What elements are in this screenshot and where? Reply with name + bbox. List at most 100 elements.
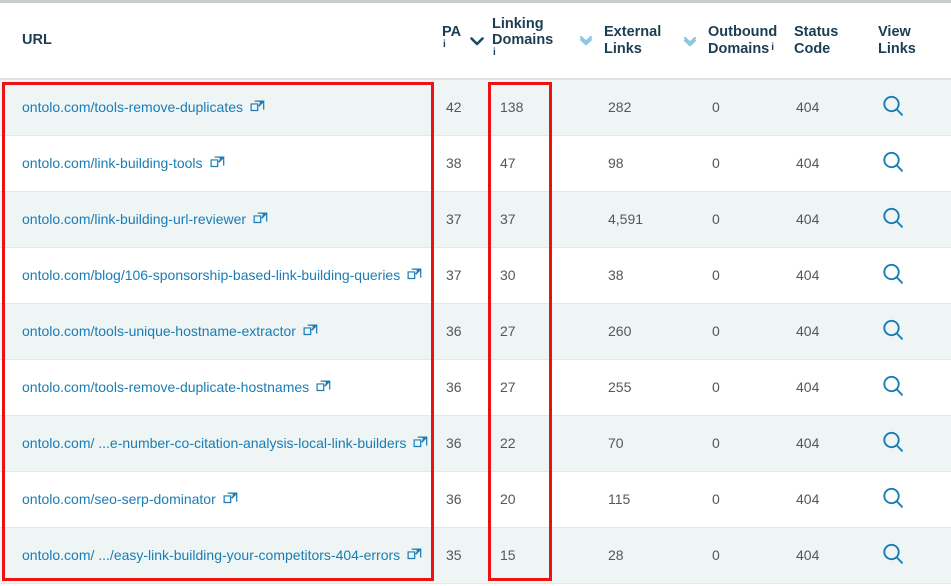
url-link[interactable]: ontolo.com/tools-remove-duplicates [22,99,243,116]
outbound-domains-value: 0 [712,155,720,171]
cell-outbound-domains: 0 [700,527,784,584]
linking-domains-value: 20 [500,491,516,507]
pa-value: 36 [446,323,462,339]
external-links-value: 70 [608,435,624,451]
search-icon[interactable] [880,149,906,175]
linking-domains-info-icon[interactable]: i [493,46,496,58]
cell-status-code: 404 [784,303,866,360]
table-row[interactable]: ontolo.com/ .../easy-link-building-your-… [0,527,951,584]
backlinks-results-table: URL PA i Linking Domai [0,3,951,584]
cell-external-links: 70 [596,415,700,472]
pa-value: 37 [446,211,462,227]
pa-value: 37 [446,267,462,283]
status-code-value: 404 [796,379,820,395]
table-row[interactable]: ontolo.com/link-building-tools 38 47 98 … [0,135,951,192]
table-row[interactable]: ontolo.com/ ...e-number-co-citation-anal… [0,415,951,472]
column-header-url-label: URL [22,32,52,49]
column-header-external-links[interactable]: External Links [596,3,700,80]
external-link-icon[interactable] [407,268,422,283]
cell-status-code: 404 [784,471,866,528]
column-header-outbound-domains-label: Outbound Domains [708,24,778,57]
cell-status-code: 404 [784,359,866,416]
external-link-icon[interactable] [407,548,422,563]
outbound-domains-value: 0 [712,435,720,451]
search-icon[interactable] [880,429,906,455]
external-links-value: 28 [608,547,624,563]
external-link-icon[interactable] [413,436,428,451]
linking-domains-value: 37 [500,211,516,227]
linking-domains-value: 22 [500,435,516,451]
sort-chevron-pa-icon[interactable] [467,31,487,51]
search-icon[interactable] [880,205,906,231]
cell-pa: 37 [434,247,488,304]
search-icon[interactable] [880,485,906,511]
search-icon[interactable] [880,541,906,567]
outbound-domains-value: 0 [712,491,720,507]
cell-pa: 38 [434,135,488,192]
cell-external-links: 38 [596,247,700,304]
cell-outbound-domains: 0 [700,359,784,416]
linking-domains-value: 138 [500,99,524,116]
table-row[interactable]: ontolo.com/link-building-url-reviewer 37… [0,191,951,248]
linking-domains-value: 27 [500,323,516,339]
url-link[interactable]: ontolo.com/ .../easy-link-building-your-… [22,547,401,563]
column-header-outbound-domains[interactable]: Outbound Domains i [700,3,784,80]
cell-view-links [866,135,951,192]
sort-chevron-external-links-icon[interactable] [680,31,700,51]
cell-url: ontolo.com/ .../easy-link-building-your-… [0,527,434,584]
url-link[interactable]: ontolo.com/seo-serp-dominator [22,491,216,507]
cell-outbound-domains: 0 [700,415,784,472]
table-row[interactable]: ontolo.com/tools-remove-duplicates 42 13… [0,79,951,136]
cell-outbound-domains: 0 [700,471,784,528]
cell-pa: 36 [434,359,488,416]
cell-external-links: 260 [596,303,700,360]
cell-pa: 36 [434,415,488,472]
pa-value: 38 [446,155,462,171]
column-header-pa[interactable]: PA i [434,3,488,80]
outbound-domains-info-icon[interactable]: i [771,41,775,53]
column-header-status-code[interactable]: Status Code [784,3,866,80]
column-header-view-links[interactable]: View Links [866,3,951,80]
cell-outbound-domains: 0 [700,303,784,360]
external-link-icon[interactable] [223,492,238,507]
cell-pa: 37 [434,191,488,248]
external-link-icon[interactable] [210,156,225,171]
external-links-value: 38 [608,267,624,283]
search-icon[interactable] [880,261,906,287]
pa-info-icon[interactable]: i [443,38,446,50]
url-link[interactable]: ontolo.com/ ...e-number-co-citation-anal… [22,435,407,451]
status-code-value: 404 [796,547,820,563]
pa-value: 35 [446,547,462,563]
url-link[interactable]: ontolo.com/tools-unique-hostname-extract… [22,323,296,339]
status-code-value: 404 [796,491,820,507]
external-link-icon[interactable] [303,324,318,339]
search-icon[interactable] [880,373,906,399]
table-row[interactable]: ontolo.com/seo-serp-dominator 36 20 115 … [0,471,951,528]
table-row[interactable]: ontolo.com/tools-remove-duplicate-hostna… [0,359,951,416]
search-icon[interactable] [880,93,906,119]
column-header-url[interactable]: URL [0,3,434,80]
cell-linking-domains: 138 [488,79,596,136]
external-link-icon[interactable] [250,100,265,115]
external-link-icon[interactable] [253,212,268,227]
cell-external-links: 4,591 [596,191,700,248]
column-header-linking-domains[interactable]: Linking Domains i [488,3,596,80]
url-link[interactable]: ontolo.com/blog/106-sponsorship-based-li… [22,267,401,283]
table-row[interactable]: ontolo.com/tools-unique-hostname-extract… [0,303,951,360]
url-link[interactable]: ontolo.com/link-building-url-reviewer [22,211,247,227]
url-link[interactable]: ontolo.com/link-building-tools [22,155,203,171]
sort-chevron-linking-domains-icon[interactable] [576,30,596,50]
search-icon[interactable] [880,317,906,343]
url-link[interactable]: ontolo.com/tools-remove-duplicate-hostna… [22,379,310,395]
column-header-external-links-label: External Links [604,24,662,57]
external-links-value: 98 [608,155,624,171]
status-code-value: 404 [796,99,820,116]
status-code-value: 404 [796,211,820,227]
column-header-view-links-label: View Links [878,24,916,57]
table-row[interactable]: ontolo.com/blog/106-sponsorship-based-li… [0,247,951,304]
table-header-row: URL PA i Linking Domai [0,3,951,80]
external-link-icon[interactable] [316,380,331,395]
column-header-status-code-label: Status Code [794,24,839,57]
pa-value: 36 [446,491,462,507]
